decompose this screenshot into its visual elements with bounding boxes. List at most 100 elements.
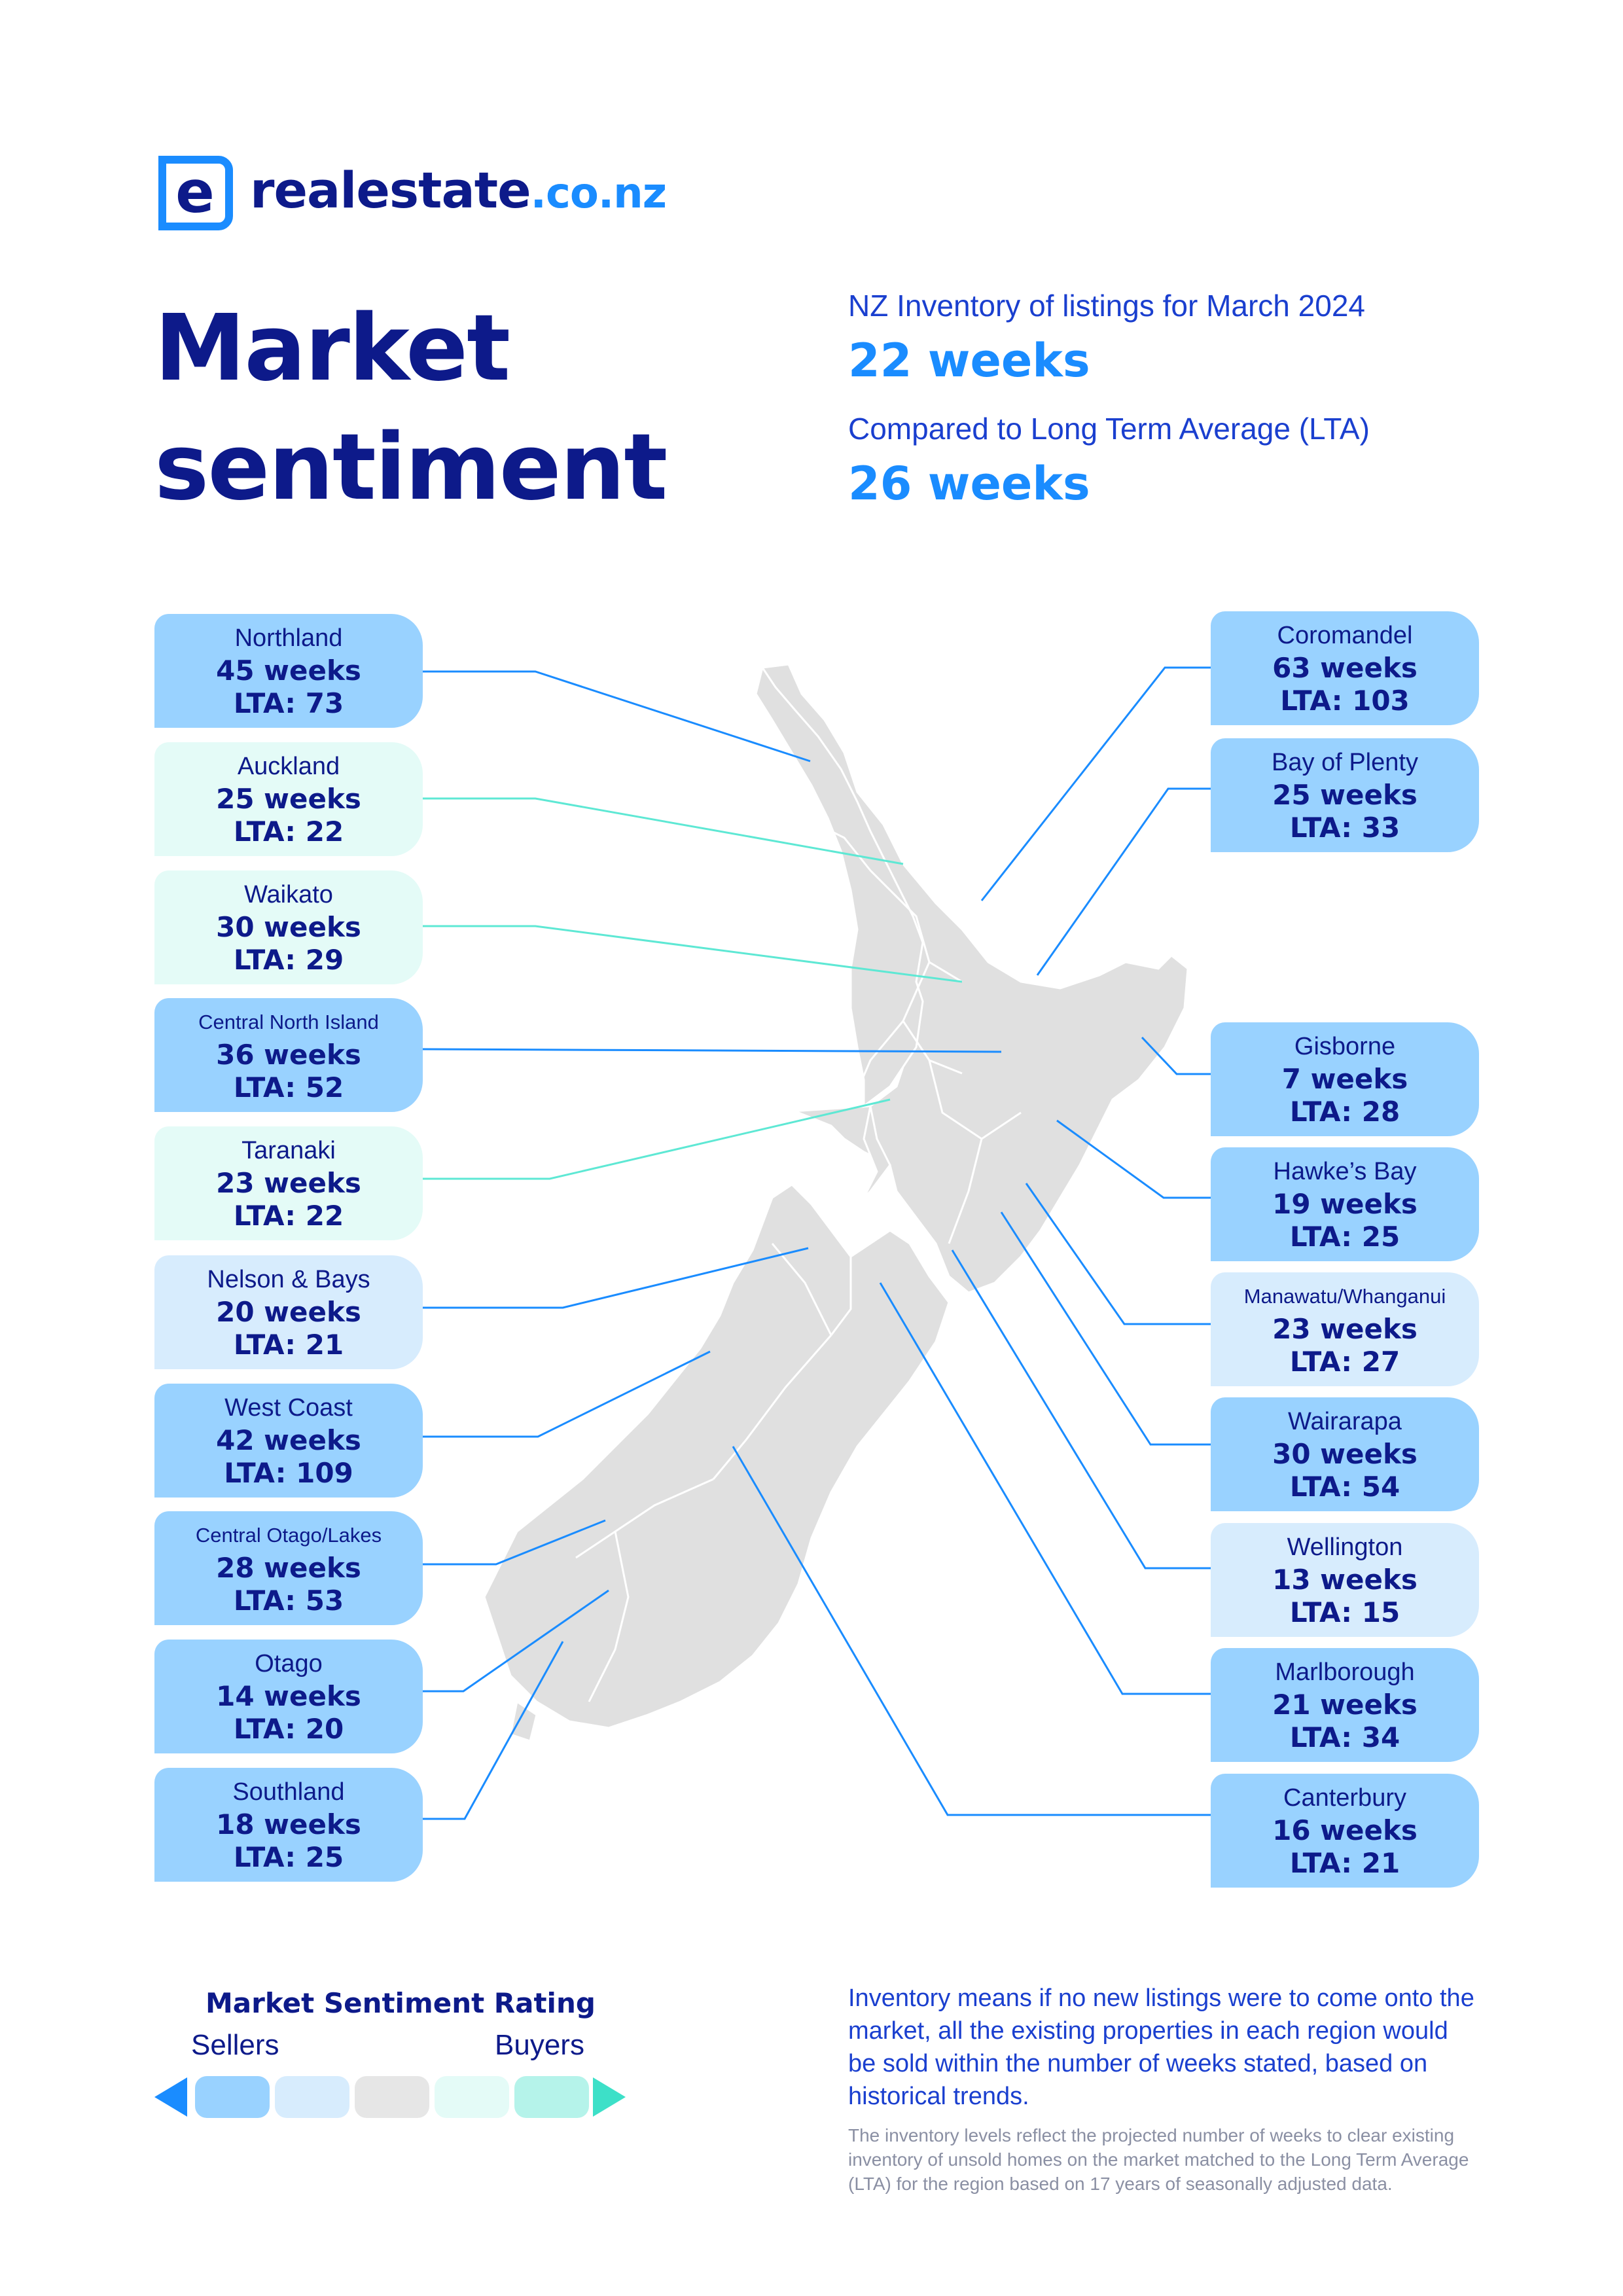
region-name: Southland bbox=[232, 1778, 345, 1806]
leader-west-coast bbox=[423, 1350, 711, 1438]
region-name: West Coast bbox=[224, 1394, 353, 1422]
north-island-shape bbox=[755, 663, 1189, 1294]
region-card-manawatu-whanganui: Manawatu/Whanganui 23 weeks LTA: 27 bbox=[1211, 1272, 1479, 1386]
leader-auckland bbox=[423, 797, 904, 865]
region-lta: LTA: 109 bbox=[224, 1457, 353, 1489]
logo-name: realestate bbox=[250, 161, 531, 219]
region-lta: LTA: 22 bbox=[233, 1200, 344, 1232]
region-card-waikato: Waikato 30 weeks LTA: 29 bbox=[154, 870, 423, 984]
legend-swatch-buyers bbox=[514, 2076, 589, 2118]
legend-sellers-label: Sellers bbox=[191, 2029, 279, 2061]
leader-coromandel bbox=[980, 666, 1211, 901]
sellers-arrow-icon bbox=[154, 2077, 187, 2117]
logo[interactable]: e realestate.co.nz bbox=[154, 152, 678, 237]
region-card-wellington: Wellington 13 weeks LTA: 15 bbox=[1211, 1523, 1479, 1637]
region-lta: LTA: 20 bbox=[233, 1713, 344, 1745]
region-weeks: 28 weeks bbox=[216, 1552, 361, 1584]
region-card-coromandel: Coromandel 63 weeks LTA: 103 bbox=[1211, 611, 1479, 725]
leader-northland bbox=[423, 670, 811, 762]
region-weeks: 36 weeks bbox=[216, 1039, 361, 1071]
region-weeks: 13 weeks bbox=[1272, 1564, 1418, 1596]
region-name: Taranaki bbox=[241, 1137, 336, 1164]
region-card-hawkes-bay: Hawke’s Bay 19 weeks LTA: 25 bbox=[1211, 1147, 1479, 1261]
region-card-west-coast: West Coast 42 weeks LTA: 109 bbox=[154, 1384, 423, 1498]
region-weeks: 30 weeks bbox=[216, 911, 361, 943]
region-card-southland: Southland 18 weeks LTA: 25 bbox=[154, 1768, 423, 1882]
south-island-shape bbox=[483, 1183, 950, 1742]
region-weeks: 25 weeks bbox=[1272, 779, 1418, 811]
region-card-northland: Northland 45 weeks LTA: 73 bbox=[154, 614, 423, 728]
region-weeks: 63 weeks bbox=[1272, 652, 1418, 684]
region-card-marlborough: Marlborough 21 weeks LTA: 34 bbox=[1211, 1648, 1479, 1762]
logo-tld: .co.nz bbox=[530, 170, 667, 218]
leader-waikato bbox=[423, 925, 963, 983]
region-lta: LTA: 34 bbox=[1289, 1721, 1400, 1753]
region-name: Otago bbox=[255, 1650, 323, 1677]
region-name: Wellington bbox=[1287, 1534, 1403, 1561]
leader-wairarapa bbox=[1000, 1211, 1211, 1446]
logo-wordmark: realestate.co.nz bbox=[250, 161, 667, 219]
region-lta: LTA: 73 bbox=[233, 687, 344, 719]
region-weeks: 18 weeks bbox=[216, 1808, 361, 1840]
leader-wellington bbox=[951, 1249, 1211, 1570]
region-card-central-north-island: Central North Island 36 weeks LTA: 52 bbox=[154, 998, 423, 1112]
region-lta: LTA: 15 bbox=[1289, 1596, 1400, 1628]
legend-title: Market Sentiment Rating bbox=[205, 1987, 596, 2019]
region-lta: LTA: 25 bbox=[1289, 1221, 1400, 1253]
region-name: Hawke’s Bay bbox=[1273, 1158, 1417, 1185]
lta-label: Compared to Long Term Average (LTA) bbox=[848, 412, 1370, 446]
leader-hawkes-bay bbox=[1056, 1119, 1211, 1199]
buyers-arrow-icon bbox=[593, 2077, 626, 2117]
region-lta: LTA: 21 bbox=[233, 1329, 344, 1361]
region-name: Marlborough bbox=[1275, 1659, 1415, 1686]
region-weeks: 20 weeks bbox=[216, 1296, 361, 1328]
region-card-taranaki: Taranaki 23 weeks LTA: 22 bbox=[154, 1126, 423, 1240]
logo-icon-letter: e bbox=[175, 158, 215, 226]
region-lta: LTA: 22 bbox=[233, 816, 344, 848]
region-card-auckland: Auckland 25 weeks LTA: 22 bbox=[154, 742, 423, 856]
leader-manawatu bbox=[1025, 1183, 1211, 1325]
region-name: Gisborne bbox=[1294, 1033, 1396, 1060]
region-name: Coromandel bbox=[1277, 622, 1413, 649]
region-lta: LTA: 103 bbox=[1280, 685, 1410, 717]
region-lta: LTA: 54 bbox=[1289, 1471, 1400, 1503]
legend-swatch-slight-sellers bbox=[275, 2076, 349, 2118]
region-weeks: 45 weeks bbox=[216, 655, 361, 687]
region-name: Waikato bbox=[244, 881, 333, 908]
legend-swatch-neutral bbox=[355, 2076, 429, 2118]
legend-swatch-sellers bbox=[195, 2076, 270, 2118]
leader-nelson bbox=[423, 1247, 809, 1309]
leader-otago bbox=[423, 1589, 609, 1693]
leader-canterbury bbox=[732, 1446, 1211, 1816]
leader-southland bbox=[423, 1641, 564, 1820]
region-name: Canterbury bbox=[1283, 1784, 1406, 1812]
region-name: Nelson & Bays bbox=[207, 1266, 370, 1293]
page-title: Market sentiment bbox=[154, 289, 668, 528]
region-weeks: 19 weeks bbox=[1272, 1188, 1418, 1220]
region-weeks: 23 weeks bbox=[216, 1167, 361, 1199]
inventory-label: NZ Inventory of listings for March 2024 bbox=[848, 289, 1365, 323]
region-lta: LTA: 28 bbox=[1289, 1096, 1400, 1128]
region-weeks: 25 weeks bbox=[216, 783, 361, 815]
leader-bay-of-plenty bbox=[1036, 787, 1211, 976]
legend-buyers-label: Buyers bbox=[495, 2029, 584, 2061]
region-lta: LTA: 29 bbox=[233, 944, 344, 976]
region-lta: LTA: 53 bbox=[233, 1585, 344, 1617]
leader-central-otago bbox=[423, 1519, 606, 1566]
region-lta: LTA: 21 bbox=[1289, 1847, 1400, 1879]
region-weeks: 23 weeks bbox=[1272, 1313, 1418, 1345]
region-name: Wairarapa bbox=[1288, 1408, 1402, 1435]
leader-marlborough bbox=[879, 1282, 1211, 1695]
region-weeks: 42 weeks bbox=[216, 1424, 361, 1456]
page-title-line1: Market bbox=[154, 295, 510, 402]
legend-swatch-slight-buyers bbox=[435, 2076, 509, 2118]
region-lta: LTA: 25 bbox=[233, 1841, 344, 1873]
leader-gisborne bbox=[1141, 1036, 1211, 1075]
leader-lines bbox=[422, 666, 1211, 1820]
realestate-logo-icon: e bbox=[158, 156, 233, 230]
region-card-wairarapa: Wairarapa 30 weeks LTA: 54 bbox=[1211, 1397, 1479, 1511]
region-card-otago: Otago 14 weeks LTA: 20 bbox=[154, 1640, 423, 1753]
region-weeks: 21 weeks bbox=[1272, 1689, 1418, 1721]
region-weeks: 7 weeks bbox=[1281, 1063, 1408, 1095]
